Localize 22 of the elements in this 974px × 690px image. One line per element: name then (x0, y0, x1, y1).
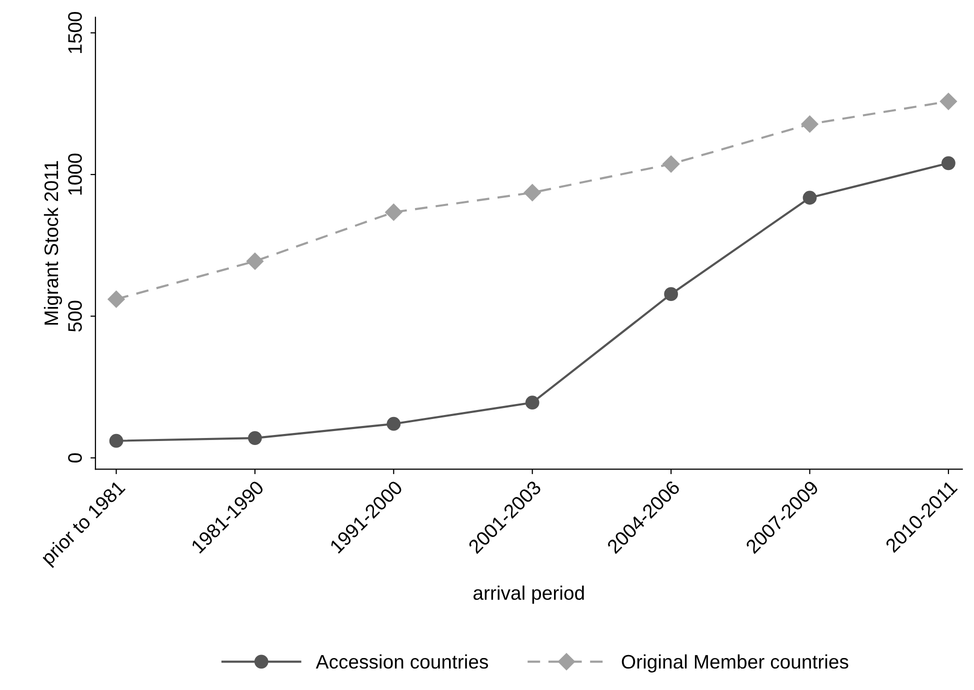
point (524, 184, 541, 202)
point (664, 287, 678, 302)
legend-label: Accession countries (316, 654, 488, 669)
point (386, 416, 401, 431)
point (525, 396, 540, 410)
y-axis-title: Migrant Stock 2011 (44, 161, 62, 325)
point (802, 190, 817, 205)
point (108, 290, 125, 308)
y-tick-label: 1500 (68, 12, 82, 53)
y-tick-label: 500 (68, 300, 82, 332)
point (940, 92, 957, 110)
legend-label: Original Member countries (622, 654, 848, 672)
point (246, 252, 264, 270)
point (801, 116, 818, 133)
point (109, 434, 124, 448)
point (662, 155, 680, 173)
point (385, 204, 402, 221)
y-tick-label: 0 (68, 453, 82, 463)
point (248, 431, 262, 445)
x-axis-title: arrival period (474, 586, 584, 604)
y-tick-label: 1000 (68, 154, 82, 195)
point (941, 156, 956, 170)
